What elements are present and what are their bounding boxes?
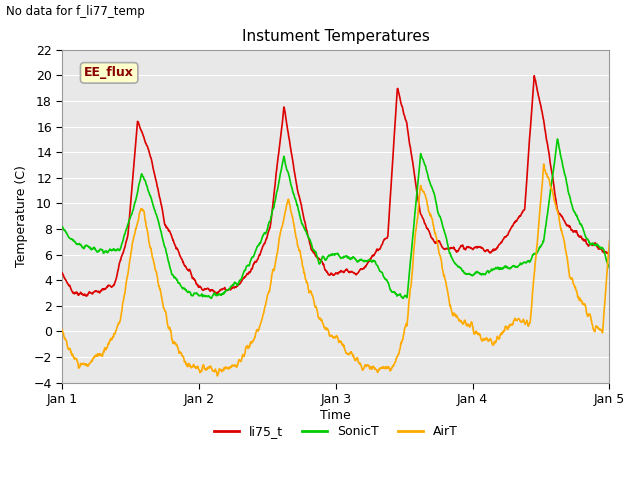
Title: Instument Temperatures: Instument Temperatures [242,29,430,44]
Text: EE_flux: EE_flux [84,66,134,79]
Legend: li75_t, SonicT, AirT: li75_t, SonicT, AirT [209,420,463,443]
Text: No data for f_li77_temp: No data for f_li77_temp [6,5,145,18]
X-axis label: Time: Time [321,409,351,422]
Y-axis label: Temperature (C): Temperature (C) [15,165,28,267]
